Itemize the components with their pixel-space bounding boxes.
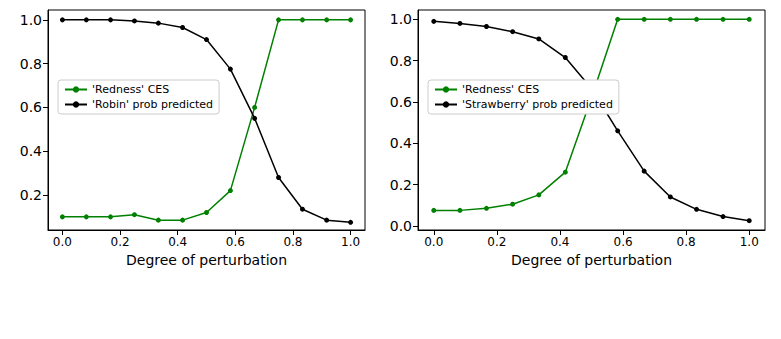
svg-text:'Robin' prob predicted: 'Robin' prob predicted (92, 98, 213, 111)
svg-text:'Redness' CES: 'Redness' CES (92, 83, 169, 96)
svg-text:1.0: 1.0 (740, 235, 759, 249)
svg-text:1.0: 1.0 (20, 12, 42, 28)
svg-text:0.6: 0.6 (20, 99, 42, 115)
svg-text:0.0: 0.0 (424, 235, 443, 249)
svg-text:0.8: 0.8 (283, 235, 302, 249)
svg-text:1.0: 1.0 (341, 235, 360, 249)
svg-text:0.4: 0.4 (390, 135, 412, 151)
svg-text:Degree of perturbation: Degree of perturbation (126, 252, 287, 268)
svg-text:0.2: 0.2 (20, 187, 42, 203)
svg-text:Degree of perturbation: Degree of perturbation (511, 252, 672, 268)
svg-text:0.8: 0.8 (390, 53, 412, 69)
svg-text:0.2: 0.2 (390, 177, 412, 193)
svg-text:0.8: 0.8 (677, 235, 696, 249)
svg-text:0.0: 0.0 (390, 218, 412, 234)
svg-text:0.2: 0.2 (487, 235, 506, 249)
svg-text:0.0: 0.0 (53, 235, 72, 249)
svg-text:0.4: 0.4 (20, 143, 42, 159)
svg-text:0.4: 0.4 (168, 235, 187, 249)
svg-text:0.2: 0.2 (110, 235, 129, 249)
svg-text:0.6: 0.6 (613, 235, 632, 249)
svg-text:'Strawberry' prob predicted: 'Strawberry' prob predicted (462, 98, 613, 111)
svg-text:'Redness' CES: 'Redness' CES (462, 83, 539, 96)
svg-text:0.4: 0.4 (550, 235, 569, 249)
svg-text:1.0: 1.0 (390, 11, 412, 27)
svg-text:0.6: 0.6 (226, 235, 245, 249)
svg-text:0.8: 0.8 (20, 56, 42, 72)
svg-text:0.6: 0.6 (390, 94, 412, 110)
